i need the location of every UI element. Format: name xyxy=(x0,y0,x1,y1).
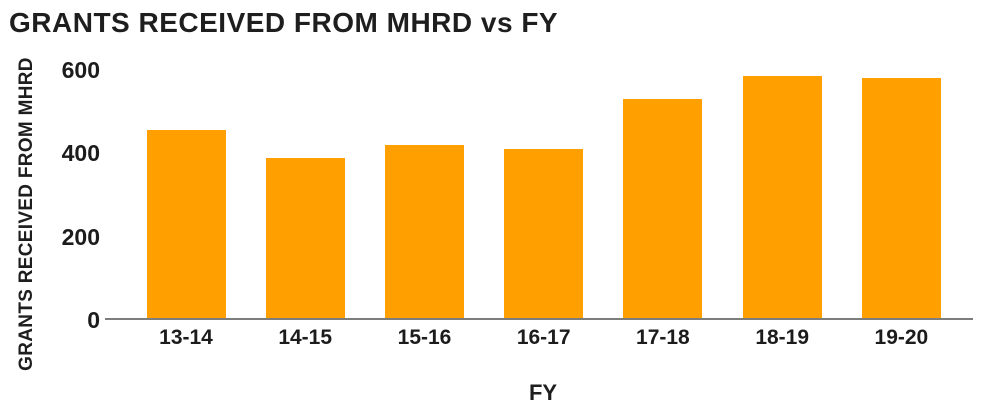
bar-18-19 xyxy=(742,76,822,321)
bar-15-16 xyxy=(385,145,464,320)
x-tick-label-14-15: 14-15 xyxy=(278,326,333,349)
x-tick-label-15-16: 15-16 xyxy=(397,326,452,349)
x-tick-label-19-20: 19-20 xyxy=(874,326,929,349)
y-tick-label-200: 200 xyxy=(61,223,100,250)
y-axis-title: GRANTS RECEIVED FROM MHRD xyxy=(16,57,37,371)
bar-17-18 xyxy=(623,99,703,320)
x-tick-label-13-14: 13-14 xyxy=(159,326,213,349)
bar-13-14 xyxy=(146,130,226,320)
bar-16-17 xyxy=(504,149,584,320)
x-axis-line xyxy=(105,318,973,320)
y-tick-label-400: 400 xyxy=(61,140,100,167)
x-tick-label-18-19: 18-19 xyxy=(755,326,810,349)
y-tick-label-600: 600 xyxy=(61,57,100,83)
x-tick-label-17-18: 17-18 xyxy=(636,326,690,349)
chart-title: GRANTS RECEIVED FROM MHRD vs FY xyxy=(9,7,559,38)
bar-14-15 xyxy=(265,157,345,320)
y-tick-label-0: 0 xyxy=(87,307,100,333)
bar-19-20 xyxy=(861,78,941,320)
x-tick-label-16-17: 16-17 xyxy=(516,326,571,349)
x-axis-title: FY xyxy=(528,380,558,405)
